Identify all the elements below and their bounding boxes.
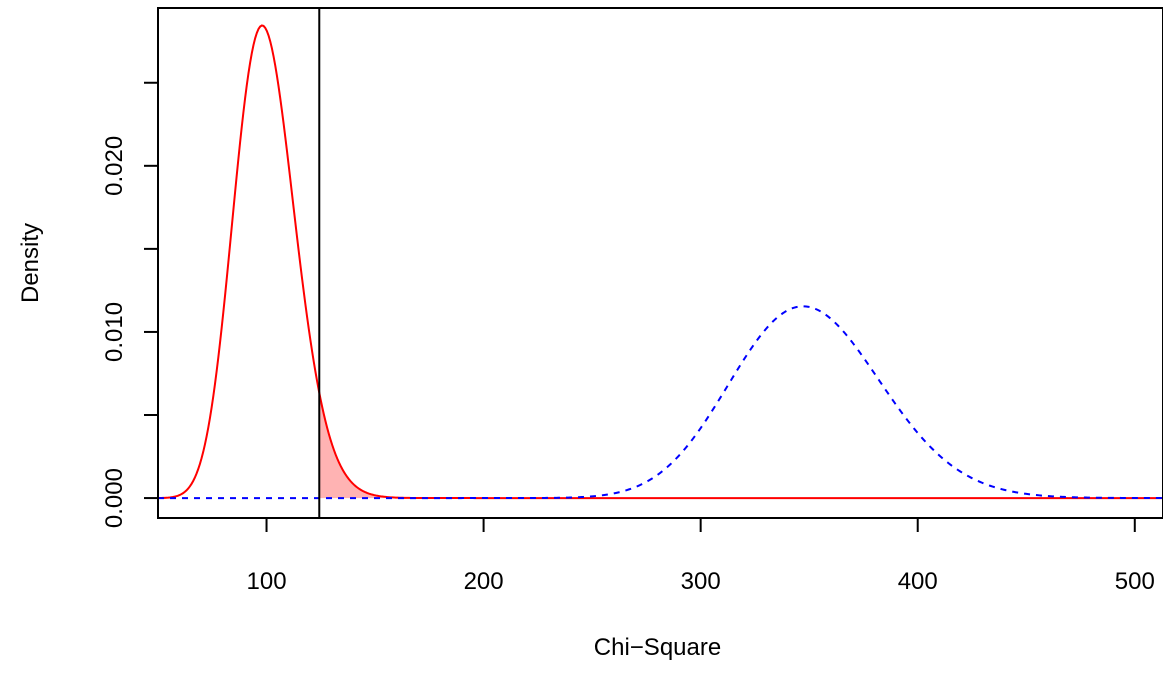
alternative-distribution-curve <box>158 305 1163 500</box>
x-tick-label: 400 <box>898 568 938 595</box>
x-tick-label: 500 <box>1115 568 1155 595</box>
y-axis-title: Density <box>17 223 44 303</box>
null-distribution-curve <box>157 24 1163 500</box>
x-axis-title: Chi−Square <box>594 634 721 661</box>
x-tick-label: 100 <box>247 568 287 595</box>
plot-frame <box>157 7 1163 519</box>
plot-area <box>157 7 1163 519</box>
y-axis: 0.000 0.010 0.020 <box>101 81 159 528</box>
y-tick-label: 0.010 <box>101 302 128 362</box>
x-tick-label: 300 <box>681 568 721 595</box>
x-axis: 100 200 300 400 500 <box>247 517 1155 595</box>
y-tick-label: 0.020 <box>101 136 128 196</box>
shaded-tail-area <box>319 392 1163 499</box>
x-tick-label: 200 <box>464 568 504 595</box>
y-tick-label: 0.000 <box>101 468 128 528</box>
